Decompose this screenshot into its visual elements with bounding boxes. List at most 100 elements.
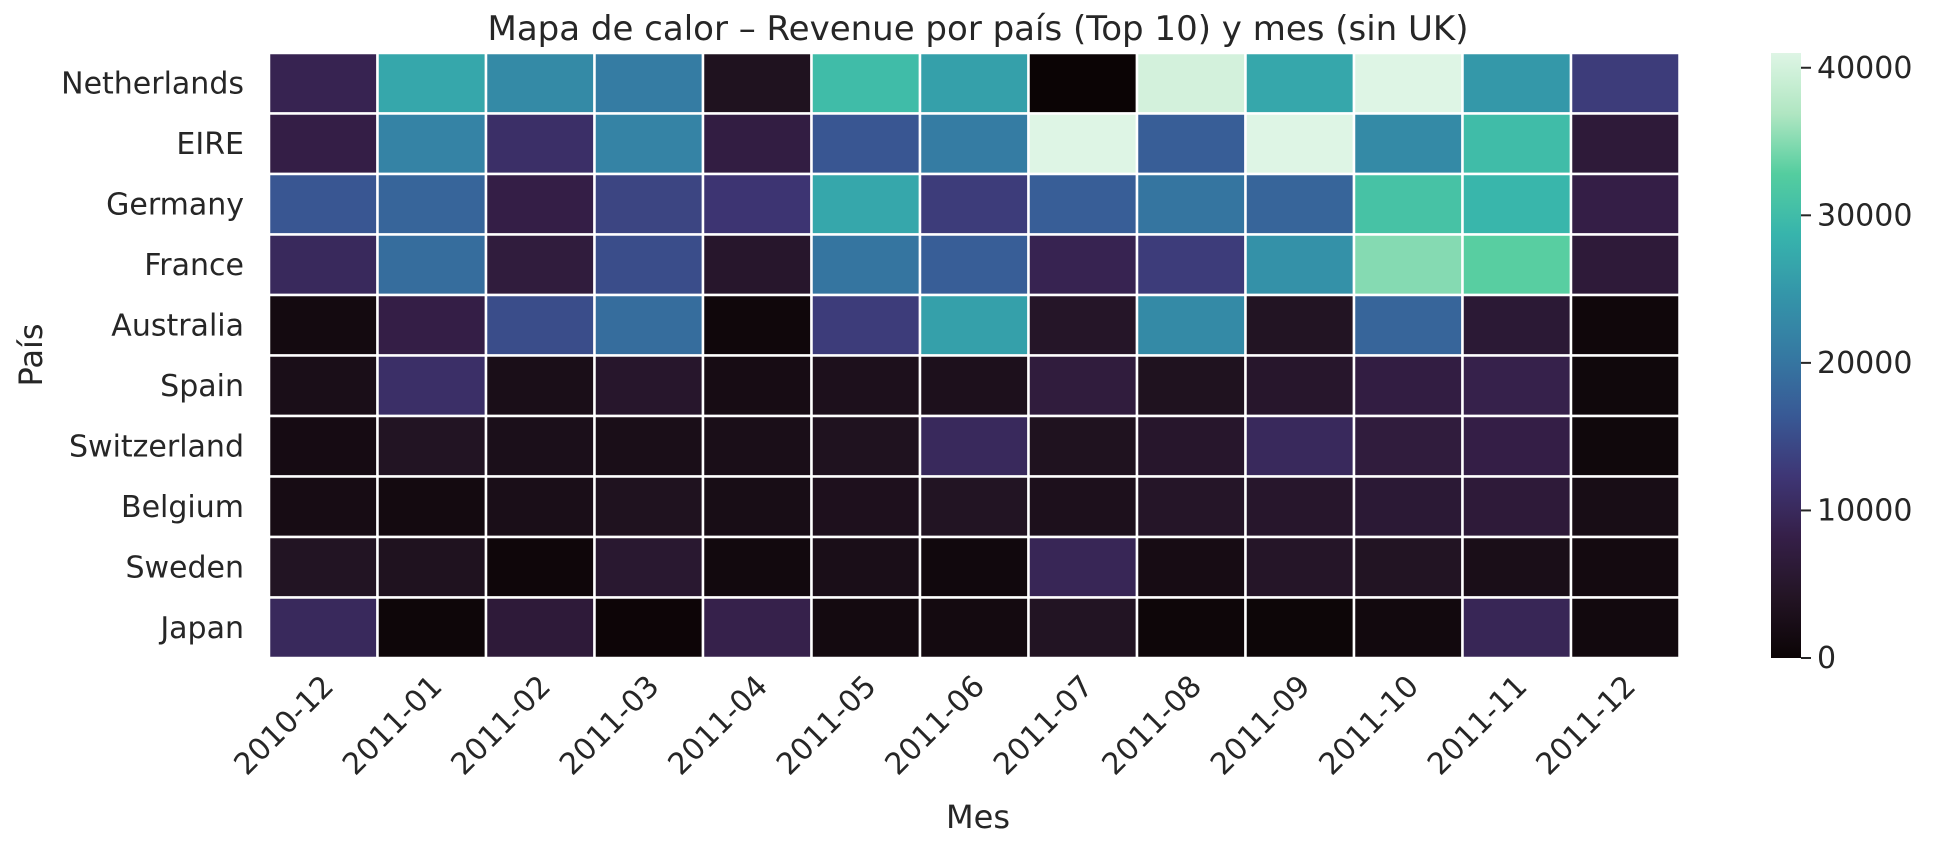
heatmap-cell <box>701 354 813 418</box>
heatmap-cell <box>376 475 488 539</box>
heatmap-cell <box>1135 112 1247 176</box>
x-tick-label: 2011-05 <box>770 669 883 782</box>
heatmap-cell <box>484 233 596 297</box>
x-tick-label: 2011-02 <box>445 669 558 782</box>
y-tick-label: Japan <box>158 611 244 646</box>
heatmap-cell <box>1027 414 1139 478</box>
heatmap-cell <box>1352 354 1464 418</box>
heatmap-cell <box>810 354 922 418</box>
x-tick-label: 2011-07 <box>987 669 1100 782</box>
heatmap-cell <box>1244 233 1356 297</box>
heatmap-cell <box>701 414 813 478</box>
heatmap-cell <box>1461 233 1573 297</box>
heatmap-cell <box>1461 535 1573 599</box>
heatmap-cell <box>267 535 379 599</box>
x-tick-label: 2011-03 <box>553 669 666 782</box>
heatmap-cell <box>918 475 1030 539</box>
heatmap-cell <box>593 51 705 115</box>
colorbar-tick-label: 40000 <box>1817 51 1912 86</box>
heatmap-cell <box>267 354 379 418</box>
heatmap-cell <box>810 112 922 176</box>
heatmap-cell <box>1569 51 1681 115</box>
heatmap-cell <box>810 51 922 115</box>
x-tick-label: 2011-12 <box>1530 669 1643 782</box>
heatmap-cell <box>484 596 596 660</box>
heatmap-cell <box>810 233 922 297</box>
heatmap-cell <box>918 51 1030 115</box>
heatmap-cell <box>810 172 922 236</box>
heatmap-cell <box>593 293 705 357</box>
y-tick-label: Sweden <box>125 550 244 585</box>
heatmap-cell <box>1244 112 1356 176</box>
heatmap-cell <box>267 596 379 660</box>
x-tick-labels: 2010-122011-012011-022011-032011-042011-… <box>228 669 1643 782</box>
heatmap-cell <box>267 414 379 478</box>
colorbar-tick-label: 0 <box>1817 641 1836 676</box>
heatmap-cell <box>593 596 705 660</box>
x-tick-label: 2011-08 <box>1096 669 1209 782</box>
y-tick-label: Switzerland <box>69 429 244 464</box>
heatmap-cell <box>1569 535 1681 599</box>
heatmap-cell <box>593 112 705 176</box>
heatmap-cell <box>484 293 596 357</box>
colorbar <box>1771 53 1801 658</box>
x-tick-label: 2011-09 <box>1204 669 1317 782</box>
heatmap-cell <box>376 293 488 357</box>
heatmap-cell <box>1027 51 1139 115</box>
heatmap-cell <box>918 293 1030 357</box>
heatmap-cell <box>376 354 488 418</box>
heatmap-cell <box>1027 535 1139 599</box>
heatmap-cell <box>484 112 596 176</box>
colorbar-tick-label: 10000 <box>1817 493 1912 528</box>
heatmap-cell <box>593 535 705 599</box>
colorbar-tick-label: 20000 <box>1817 346 1912 381</box>
heatmap-cell <box>484 475 596 539</box>
heatmap-cell <box>701 233 813 297</box>
heatmap-cell <box>1135 475 1247 539</box>
heatmap-cell <box>1027 475 1139 539</box>
colorbar-ticks: 0 10000 20000 30000 40000 <box>1801 51 1912 676</box>
heatmap-cell <box>1461 354 1573 418</box>
x-tick-label: 2011-04 <box>662 669 775 782</box>
heatmap-cell <box>1352 596 1464 660</box>
heatmap-cell <box>593 233 705 297</box>
heatmap-cell <box>484 354 596 418</box>
heatmap-cell <box>1244 475 1356 539</box>
heatmap-cell <box>1135 596 1247 660</box>
heatmap-cell <box>1461 51 1573 115</box>
heatmap-cell <box>1135 233 1247 297</box>
y-tick-label: EIRE <box>176 127 244 162</box>
heatmap-cell <box>1135 51 1247 115</box>
heatmap-cell <box>1244 293 1356 357</box>
heatmap-cell <box>376 112 488 176</box>
heatmap-cell <box>1352 112 1464 176</box>
heatmap-cell <box>1244 535 1356 599</box>
heatmap-cells <box>267 51 1681 660</box>
heatmap-cell <box>810 414 922 478</box>
x-tick-label: 2011-10 <box>1313 669 1426 782</box>
heatmap-cell <box>1569 414 1681 478</box>
heatmap-cell <box>1244 354 1356 418</box>
x-tick-label: 2011-06 <box>879 669 992 782</box>
heatmap-cell <box>1027 293 1139 357</box>
heatmap-cell <box>376 51 488 115</box>
heatmap-cell <box>701 112 813 176</box>
heatmap-cell <box>1461 172 1573 236</box>
heatmap-cell <box>1027 233 1139 297</box>
heatmap-cell <box>1135 535 1247 599</box>
heatmap-cell <box>376 414 488 478</box>
heatmap-cell <box>1352 233 1464 297</box>
heatmap-cell <box>1461 414 1573 478</box>
heatmap-cell <box>701 475 813 539</box>
y-tick-label: Australia <box>111 308 244 343</box>
heatmap-cell <box>810 293 922 357</box>
heatmap-cell <box>918 233 1030 297</box>
x-axis-label: Mes <box>946 798 1010 836</box>
heatmap-cell <box>267 293 379 357</box>
heatmap-cell <box>918 414 1030 478</box>
heatmap-cell <box>484 51 596 115</box>
heatmap-cell <box>1352 475 1464 539</box>
heatmap-cell <box>1569 475 1681 539</box>
heatmap-cell <box>1569 233 1681 297</box>
